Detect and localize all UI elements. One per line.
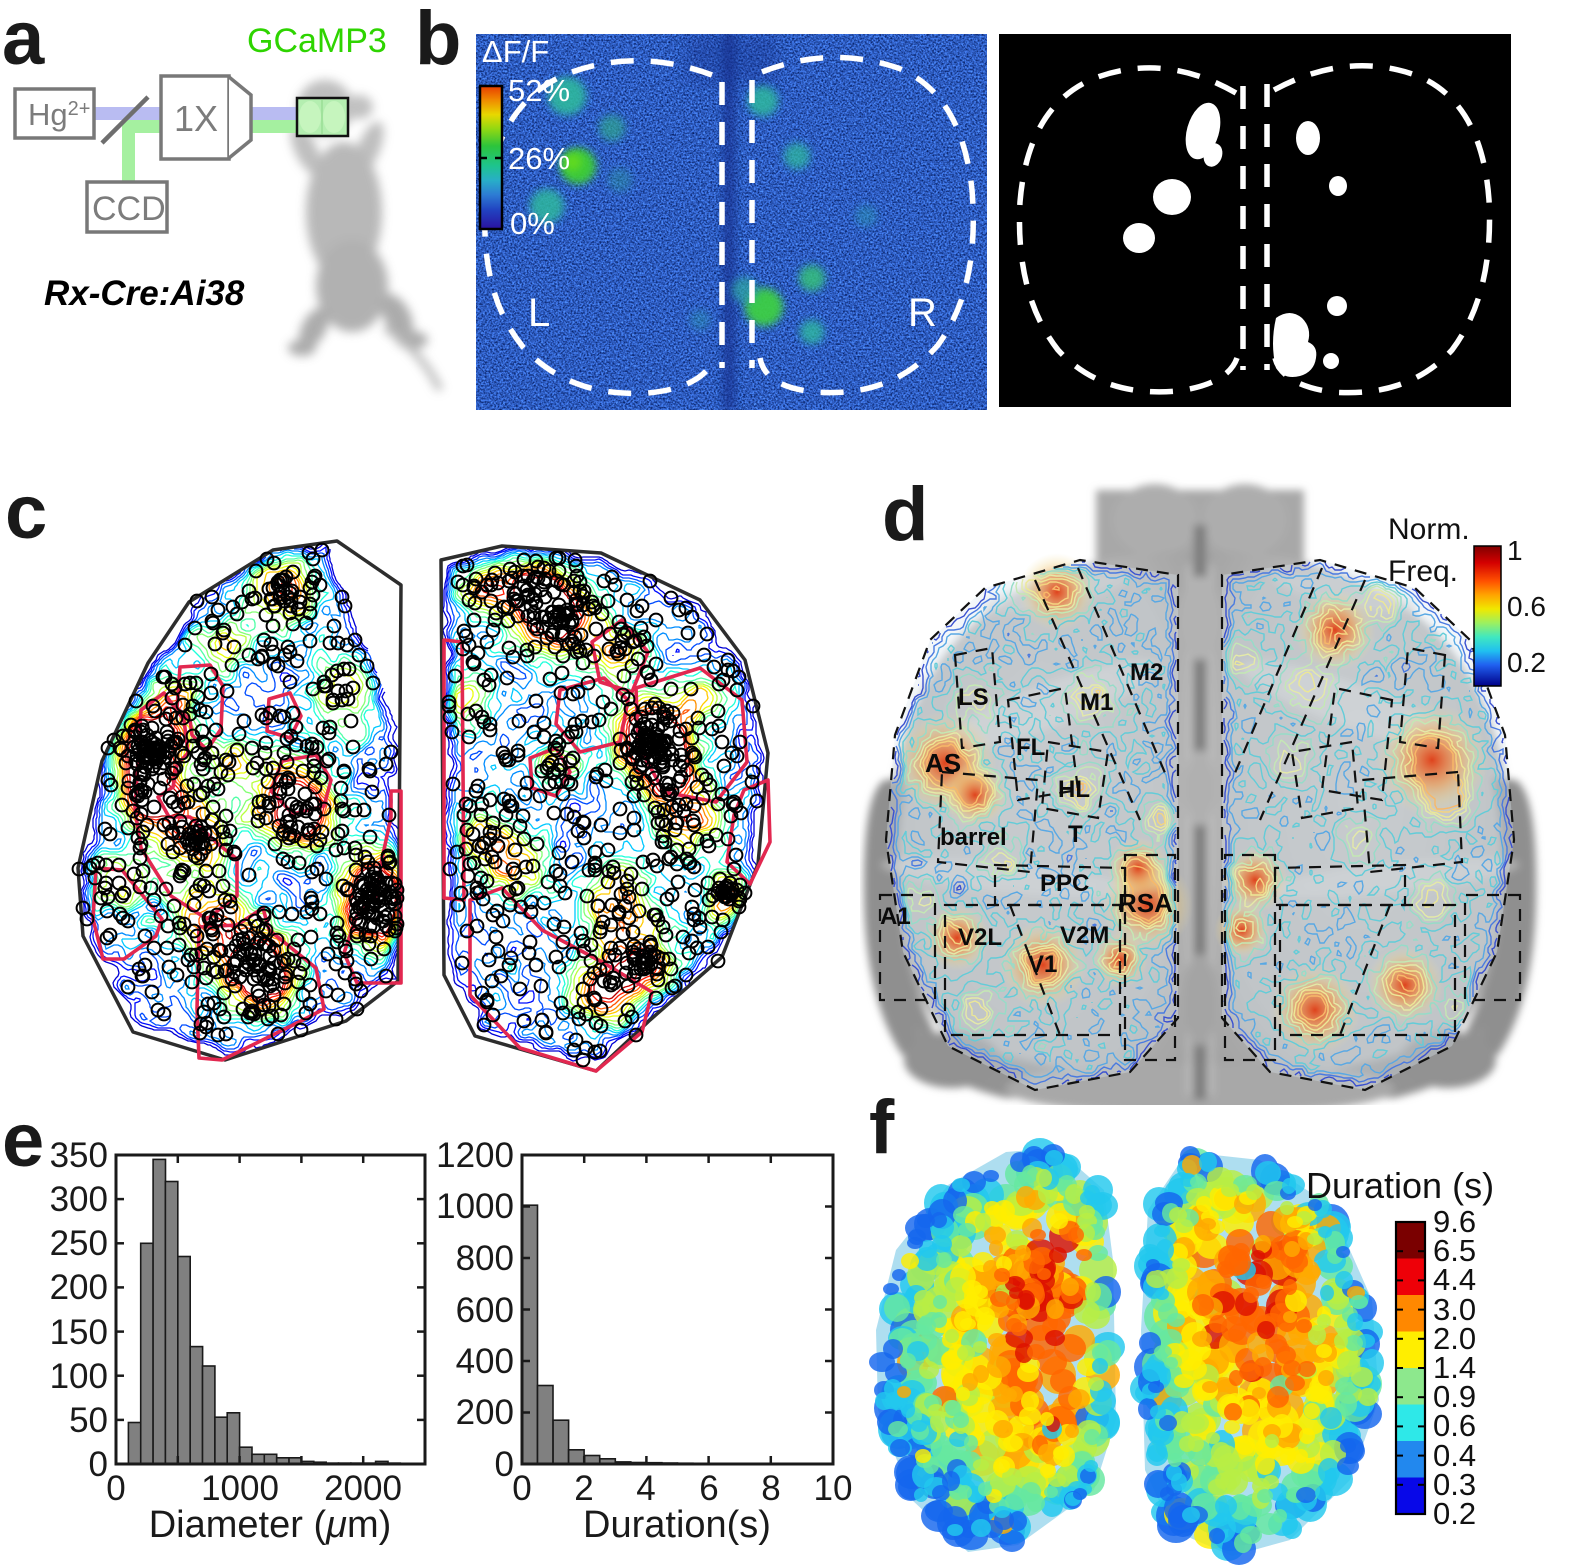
svg-text:250: 250 [50,1224,108,1263]
svg-text:6.5: 6.5 [1433,1233,1476,1268]
svg-text:d: d [882,472,928,557]
svg-text:GCaMP3: GCaMP3 [247,22,387,60]
svg-text:Duration (s): Duration (s) [1306,1165,1494,1206]
svg-text:0.2: 0.2 [1507,647,1546,678]
svg-text:200: 200 [50,1268,108,1307]
svg-text:0: 0 [512,1469,531,1508]
svg-text:LS: LS [958,684,989,711]
svg-text:HL: HL [1058,776,1090,803]
svg-text:Norm.: Norm. [1388,513,1470,546]
svg-text:c: c [5,470,47,555]
svg-text:100: 100 [50,1357,108,1396]
svg-text:PPC: PPC [1040,870,1089,897]
svg-text:f: f [869,1085,895,1170]
svg-text:0.3: 0.3 [1433,1467,1476,1502]
svg-text:M1: M1 [1080,689,1113,716]
svg-text:2000: 2000 [324,1469,402,1508]
svg-text:8: 8 [761,1469,780,1508]
svg-text:a: a [2,0,45,81]
svg-text:0.9: 0.9 [1433,1379,1476,1414]
svg-text:1200: 1200 [436,1136,514,1175]
svg-text:3.0: 3.0 [1433,1292,1476,1327]
svg-text:2: 2 [574,1469,593,1508]
svg-text:0: 0 [495,1445,514,1484]
svg-text:0.6: 0.6 [1507,591,1546,622]
svg-text:M2: M2 [1130,659,1163,686]
svg-text:Duration(s): Duration(s) [583,1504,771,1546]
svg-text:0%: 0% [510,206,555,241]
svg-text:800: 800 [456,1239,514,1278]
svg-text:ΔF/F: ΔF/F [482,34,549,69]
svg-text:T: T [1068,821,1083,848]
svg-text:b: b [415,0,461,81]
svg-text:600: 600 [456,1291,514,1330]
svg-text:26%: 26% [508,141,570,176]
svg-text:52%: 52% [508,73,570,108]
svg-text:R: R [908,291,937,335]
svg-text:e: e [2,1098,44,1183]
svg-text:0.2: 0.2 [1433,1496,1476,1531]
svg-text:4.4: 4.4 [1433,1262,1476,1297]
svg-text:1.4: 1.4 [1433,1350,1476,1385]
svg-text:Rx-Cre:Ai38: Rx-Cre:Ai38 [44,274,245,313]
svg-text:CCD: CCD [92,190,166,228]
svg-text:Hg2+: Hg2+ [28,97,90,132]
svg-text:6: 6 [699,1469,718,1508]
svg-text:300: 300 [50,1180,108,1219]
svg-text:V2L: V2L [958,924,1002,951]
svg-text:A1: A1 [880,903,911,930]
svg-text:400: 400 [456,1342,514,1381]
svg-text:9.6: 9.6 [1433,1204,1476,1239]
svg-text:1X: 1X [174,98,218,139]
svg-text:10: 10 [814,1469,853,1508]
svg-text:4: 4 [636,1469,655,1508]
svg-text:Freq.: Freq. [1388,555,1458,588]
svg-text:2.0: 2.0 [1433,1321,1476,1356]
svg-text:200: 200 [456,1393,514,1432]
svg-text:0.6: 0.6 [1433,1408,1476,1443]
svg-text:FL: FL [1016,734,1045,761]
svg-text:0.4: 0.4 [1433,1438,1476,1473]
svg-text:V1: V1 [1028,951,1057,978]
svg-text:0: 0 [89,1445,108,1484]
svg-text:Diameter (μm): Diameter (μm) [149,1504,392,1546]
svg-text:1000: 1000 [201,1469,279,1508]
svg-text:0: 0 [106,1469,125,1508]
svg-text:V2M: V2M [1060,922,1109,949]
svg-text:1000: 1000 [436,1187,514,1226]
svg-text:150: 150 [50,1313,108,1352]
svg-text:barrel: barrel [940,824,1007,851]
svg-text:RSA: RSA [1118,888,1173,918]
svg-text:L: L [528,291,550,335]
svg-text:1: 1 [1507,535,1523,566]
svg-text:350: 350 [50,1136,108,1175]
svg-text:AS: AS [925,748,961,778]
svg-text:50: 50 [69,1401,108,1440]
